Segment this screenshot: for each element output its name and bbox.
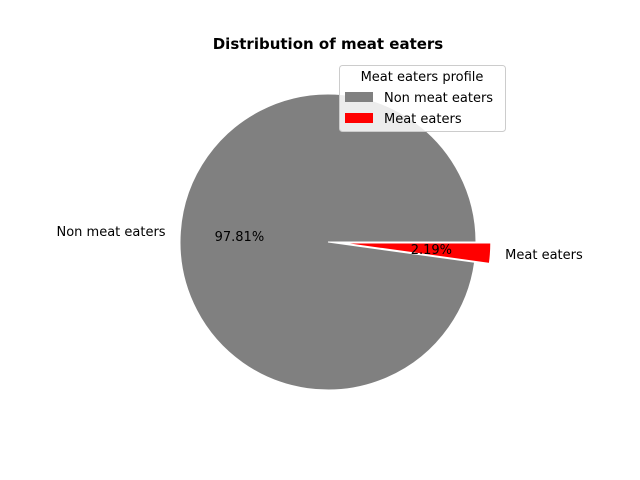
legend-frame <box>339 65 506 132</box>
chart-title: Distribution of meat eaters <box>213 35 444 53</box>
percent-labels: 97.81% 2.19% <box>215 230 452 258</box>
legend-title: Meat eaters profile <box>361 70 484 85</box>
pie-slice-meat-eaters <box>342 242 492 264</box>
slice-percent-non-meat-eaters: 97.81% <box>215 230 265 245</box>
slice-label-meat-eaters: Meat eaters <box>505 248 583 263</box>
pie-slices <box>179 93 492 391</box>
legend-swatch-meat-eaters <box>345 113 373 123</box>
legend-label-non-meat-eaters: Non meat eaters <box>384 91 493 106</box>
legend: Meat eaters profile Non meat eaters Meat… <box>339 65 506 132</box>
slice-labels: Non meat eaters Meat eaters <box>56 225 583 263</box>
legend-swatch-non-meat-eaters <box>345 92 373 102</box>
legend-label-meat-eaters: Meat eaters <box>384 112 462 127</box>
slice-label-non-meat-eaters: Non meat eaters <box>56 225 165 240</box>
slice-percent-meat-eaters: 2.19% <box>411 243 452 258</box>
